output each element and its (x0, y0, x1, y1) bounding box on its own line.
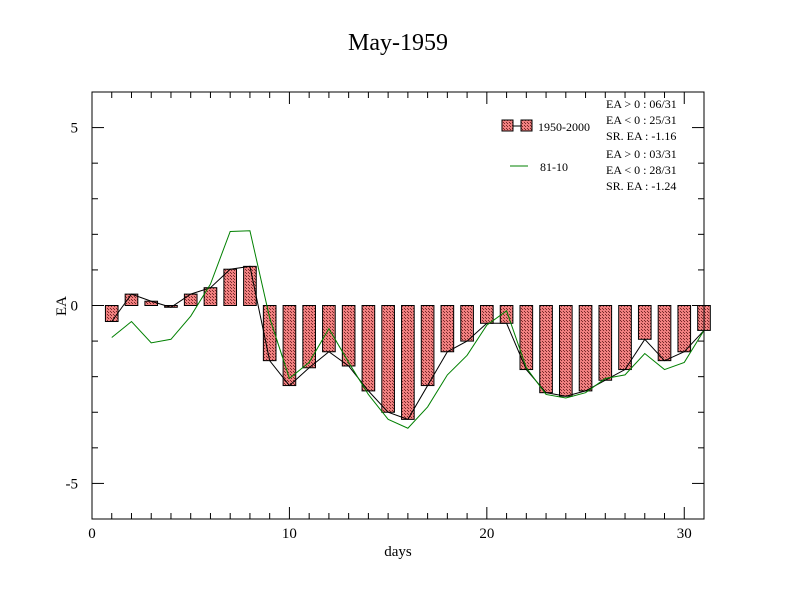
bar (460, 305, 474, 342)
bar (302, 305, 316, 369)
stat-line: EA < 0 : 28/31 (606, 163, 677, 177)
y-tick-label: -5 (66, 476, 79, 492)
bar (539, 305, 553, 394)
y-tick-labels: 5 0 -5 (66, 121, 79, 493)
bar (223, 268, 238, 306)
legend-label: 81-10 (540, 160, 568, 174)
bar (104, 305, 119, 323)
x-tick-label: 20 (479, 526, 494, 542)
bar (657, 305, 672, 362)
bar (677, 305, 692, 353)
y-tick-label: 5 (71, 121, 79, 137)
bar (637, 305, 652, 340)
bar (381, 305, 395, 413)
x-tick-labels: 0 10 20 30 (88, 526, 692, 542)
x-tick-label: 0 (88, 526, 96, 542)
bar (558, 305, 573, 397)
plot-area (91, 91, 711, 520)
bar (282, 305, 297, 387)
legend-stats-81-10: EA > 0 : 03/31 EA < 0 : 28/31 SR. EA : -1.… (606, 147, 677, 193)
y-tick-label: 0 (71, 299, 79, 315)
line-series (111, 230, 705, 429)
stat-line: SR. EA : -1.16 (606, 129, 676, 143)
stat-line: EA < 0 : 25/31 (606, 113, 677, 127)
legend-label: 1950-2000 (538, 120, 590, 134)
bar (480, 305, 494, 324)
bar (341, 305, 356, 367)
legend-entry-81-10: 81-10 (510, 160, 568, 174)
bar (144, 300, 159, 307)
bar (440, 305, 455, 353)
y-axis-label: EA (54, 296, 70, 316)
stat-line: SR. EA : -1.24 (606, 179, 676, 193)
line-series-81-10 (111, 230, 705, 429)
legend-stats-1950-2000: EA > 0 : 06/31 EA < 0 : 25/31 SR. EA : -1.… (606, 97, 677, 143)
axis-ticks (91, 92, 705, 519)
bar-series-1950-2000 (104, 265, 711, 420)
legend: 1950-2000 81-10 EA > 0 : 06/31 EA < 0 : 25/… (501, 97, 677, 193)
x-tick-label: 10 (282, 526, 297, 542)
bar (598, 305, 613, 381)
legend-entry-1950-2000: 1950-2000 (501, 119, 590, 134)
x-tick-label: 30 (677, 526, 692, 542)
bar (183, 293, 198, 307)
stat-line: EA > 0 : 03/31 (606, 147, 677, 161)
chart-title: May-1959 (348, 30, 448, 56)
bar (361, 305, 376, 392)
x-axis-label: days (384, 544, 412, 560)
bar (420, 305, 435, 387)
legend-bar-swatch (520, 119, 533, 132)
stat-line: EA > 0 : 06/31 (606, 97, 677, 111)
line-series-1950-2000 (111, 265, 705, 420)
bar (618, 305, 632, 371)
bar (401, 305, 415, 420)
bar (578, 305, 593, 392)
legend-bar-swatch (501, 119, 514, 132)
